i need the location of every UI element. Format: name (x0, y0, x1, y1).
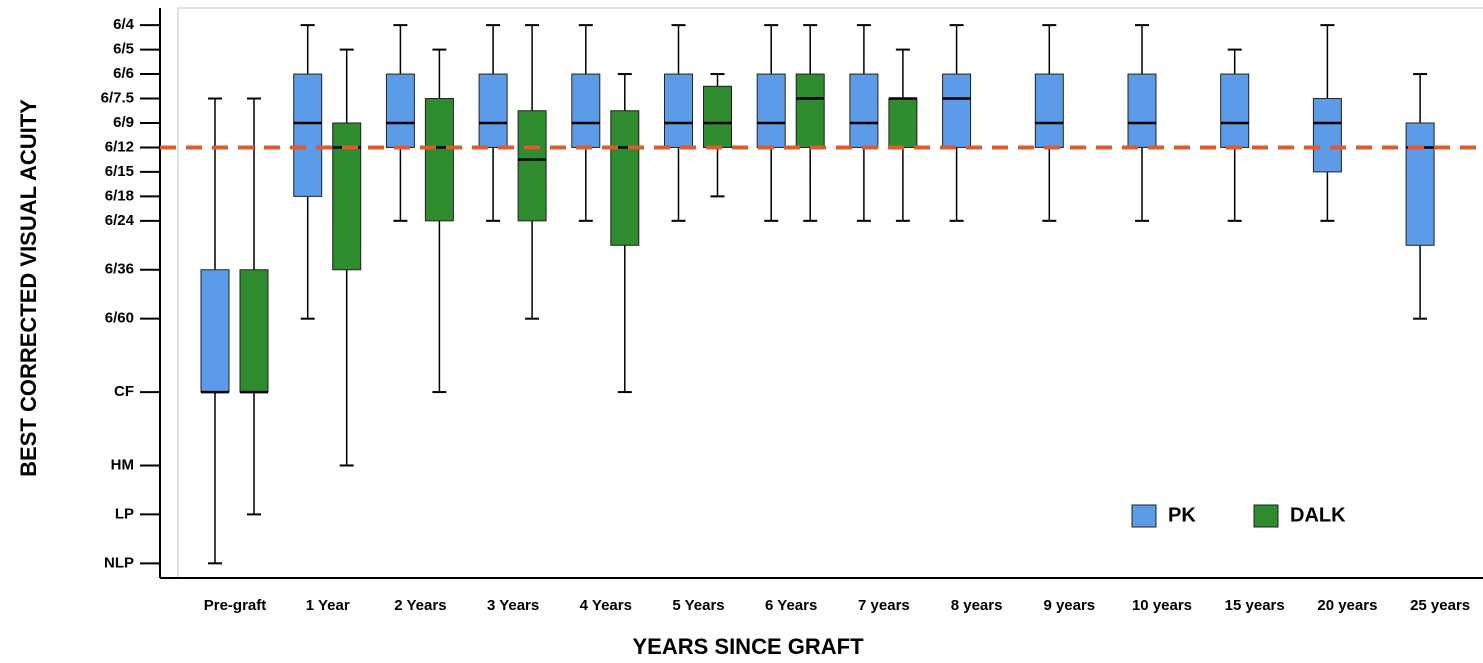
x-tick-label: 9 years (1043, 597, 1095, 614)
box (1312, 98, 1342, 173)
box (478, 73, 508, 148)
box (703, 85, 732, 148)
y-tick-label: 6/12 (105, 138, 134, 155)
x-tick-label: 6 Years (765, 597, 817, 614)
y-tick-label: 6/4 (113, 16, 135, 33)
x-tick-label: Pre-graft (204, 597, 267, 614)
y-tick-label: 6/9 (113, 114, 134, 131)
box (664, 73, 693, 148)
box (1034, 73, 1064, 148)
box (517, 110, 547, 222)
x-tick-label: 4 Years (580, 597, 632, 614)
y-tick-label: 6/36 (105, 261, 134, 278)
x-tick-label: 20 years (1317, 597, 1377, 614)
box (571, 73, 601, 148)
x-tick-label: 8 years (951, 597, 1003, 614)
box (385, 73, 415, 148)
box (200, 269, 230, 393)
y-tick-label: 6/7.5 (101, 89, 134, 106)
box (610, 110, 640, 246)
x-axis-title: YEARS SINCE GRAFT (632, 634, 864, 659)
box (1127, 73, 1157, 148)
box (849, 73, 879, 148)
box (1220, 73, 1250, 148)
box (239, 269, 269, 393)
y-tick-label: 6/18 (105, 187, 134, 204)
box (293, 73, 323, 197)
legend-swatch (1131, 504, 1157, 528)
y-tick-label: 6/6 (113, 65, 134, 82)
box (332, 122, 362, 271)
y-tick-label: CF (114, 383, 134, 400)
box (1405, 122, 1435, 246)
box (888, 98, 918, 148)
x-tick-label: 1 Year (306, 597, 350, 614)
x-tick-label: 2 Years (394, 597, 446, 614)
y-tick-label: 6/60 (105, 310, 134, 327)
y-tick-label: NLP (104, 554, 134, 571)
legend-label: DALK (1290, 504, 1346, 526)
x-tick-label: 10 years (1132, 597, 1192, 614)
y-tick-label: 6/5 (113, 41, 134, 58)
y-tick-label: 6/24 (105, 212, 135, 229)
x-tick-label: 7 years (858, 597, 910, 614)
box (756, 73, 786, 148)
plot-frame (177, 7, 1483, 579)
box (795, 73, 825, 148)
y-tick-label: LP (115, 505, 134, 522)
box (942, 73, 972, 148)
x-tick-label: 25 years (1410, 597, 1470, 614)
legend-label: PK (1168, 504, 1196, 526)
y-tick-label: HM (111, 456, 134, 473)
y-tick-label: 6/15 (105, 163, 134, 180)
box (424, 98, 454, 222)
legend-swatch (1253, 504, 1279, 528)
x-tick-label: 5 Years (672, 597, 724, 614)
x-tick-label: 3 Years (487, 597, 539, 614)
x-tick-label: 15 years (1225, 597, 1285, 614)
y-axis-title: BEST CORRECTED VISUAL ACUITY (16, 99, 41, 477)
